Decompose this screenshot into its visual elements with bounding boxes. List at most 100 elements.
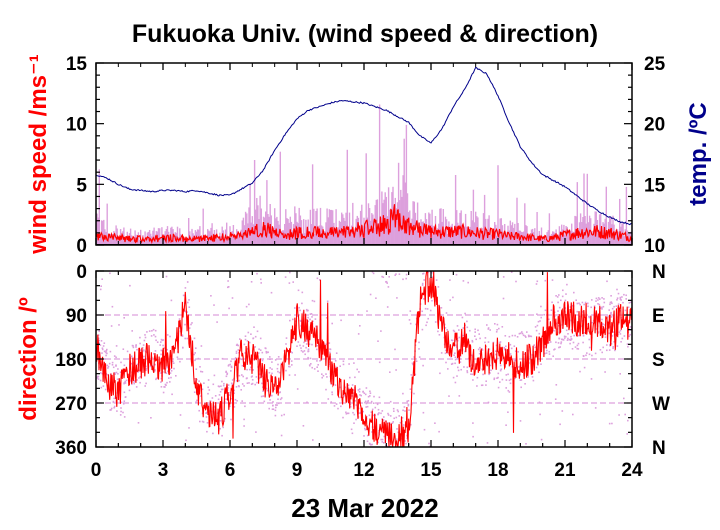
direction-gust-point (552, 355, 554, 357)
direction-gust-point (401, 417, 404, 419)
direction-gust-point (500, 368, 503, 370)
direction-gust-point (409, 388, 412, 390)
direction-gust-point (447, 352, 449, 354)
direction-gust-point (227, 280, 229, 282)
direction-gust-point (389, 415, 392, 417)
direction-gust-point (246, 382, 249, 384)
direction-gust-point (201, 388, 204, 391)
direction-gust-point (302, 351, 304, 353)
direction-gust-point (115, 364, 117, 366)
direction-gust-point (170, 299, 173, 302)
direction-gust-point (392, 407, 395, 410)
direction-gust-point (135, 346, 137, 348)
direction-gust-point (221, 434, 223, 437)
direction-gust-point (373, 414, 375, 417)
direction-gust-point (377, 413, 379, 416)
direction-gust-point (244, 405, 246, 408)
direction-gust-point (472, 379, 474, 381)
direction-gust-point (567, 333, 569, 335)
direction-gust-point (610, 295, 612, 297)
direction-gust-point (148, 330, 151, 332)
direction-gust-point (558, 337, 560, 340)
direction-gust-point (109, 409, 111, 411)
direction-gust-point (331, 393, 334, 396)
direction-gust-point (303, 341, 305, 344)
direction-gust-point (485, 384, 487, 386)
direction-gust-point (558, 294, 560, 296)
direction-gust-point (396, 297, 398, 299)
direction-gust-point (623, 293, 625, 296)
direction-gust-point (172, 360, 174, 363)
direction-gust-point (123, 400, 126, 402)
direction-gust-point (181, 335, 184, 337)
direction-gust-point (410, 423, 412, 426)
direction-gust-point (399, 421, 402, 424)
direction-gust-point (573, 334, 575, 337)
direction-gust-point (139, 381, 141, 384)
direction-gust-point (563, 337, 566, 339)
direction-gust-point (280, 362, 283, 365)
direction-gust-point (252, 369, 254, 371)
direction-gust-point (345, 413, 348, 415)
direction-gust-point (110, 325, 113, 327)
direction-gust-point (205, 416, 208, 418)
direction-gust-point (110, 407, 113, 410)
direction-gust-point (143, 355, 145, 358)
direction-gust-point (330, 401, 332, 403)
direction-gust-point (621, 337, 624, 340)
direction-gust-point (456, 357, 459, 360)
direction-gust-point (489, 364, 492, 367)
direction-gust-point (153, 353, 155, 355)
direction-gust-point (312, 320, 314, 323)
direction-gust-point (269, 356, 271, 358)
direction-gust-point (476, 376, 479, 379)
direction-mean-series (96, 271, 632, 447)
direction-gust-point (382, 419, 385, 421)
direction-gust-point (612, 346, 614, 348)
direction-gust-point (316, 344, 318, 347)
direction-gust-point (339, 365, 341, 367)
direction-gust-point (450, 339, 453, 341)
direction-gust-point (305, 340, 308, 342)
direction-gust-point (588, 338, 590, 341)
direction-gust-point (184, 287, 187, 289)
direction-gust-point (135, 386, 138, 388)
direction-gust-series (96, 271, 632, 447)
direction-gust-point (101, 278, 103, 280)
direction-gust-point (366, 401, 369, 403)
direction-gust-point (410, 374, 413, 376)
direction-gust-point (241, 364, 244, 367)
direction-gust-point (508, 379, 511, 382)
direction-gust-point (167, 370, 169, 373)
direction-gust-point (418, 356, 421, 358)
direction-gust-point (498, 327, 500, 330)
direction-gust-point (429, 309, 432, 312)
direction-gust-point (230, 370, 232, 372)
direction-gust-point (307, 356, 309, 359)
direction-gust-point (351, 384, 354, 386)
direction-gust-point (235, 352, 238, 354)
direction-gust-point (171, 393, 173, 396)
direction-gust-point (608, 332, 611, 335)
direction-gust-point (505, 424, 507, 426)
direction-gust-point (223, 420, 226, 422)
direction-gust-point (545, 352, 548, 354)
direction-gust-point (445, 361, 447, 364)
direction-gust-point (330, 383, 333, 385)
direction-gust-point (179, 414, 182, 416)
direction-gust-point (422, 411, 425, 414)
direction-gust-point (504, 335, 507, 337)
direction-gust-point (222, 426, 224, 429)
direction-gust-point (584, 301, 587, 304)
direction-gust-point (629, 333, 631, 336)
direction-gust-point (623, 335, 626, 337)
direction-gust-point (402, 424, 405, 426)
direction-gust-point (431, 299, 433, 302)
direction-gust-point (369, 395, 371, 397)
direction-gust-point (261, 351, 264, 354)
direction-gust-point (611, 422, 613, 425)
direction-gust-point (111, 364, 114, 366)
direction-gust-point (378, 412, 380, 414)
direction-gust-point (187, 301, 189, 304)
direction-gust-point (610, 343, 613, 345)
